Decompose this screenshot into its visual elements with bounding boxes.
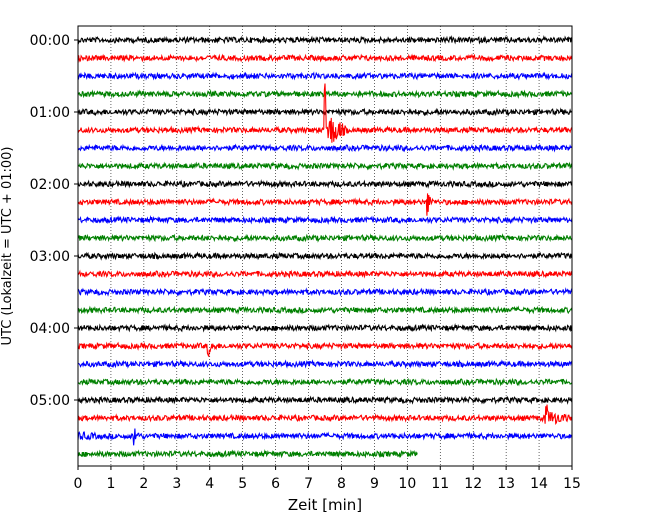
trace-0030 <box>77 71 573 81</box>
trace-0515 <box>77 404 573 426</box>
x-tick-label: 4 <box>205 476 214 492</box>
x-tick-label: 15 <box>563 476 581 492</box>
y-tick-label: 01:00 <box>30 105 70 121</box>
trace-0545 <box>77 449 418 459</box>
y-tick-label: 03:00 <box>30 249 70 265</box>
trace-0100 <box>77 107 573 117</box>
trace-0115 <box>77 83 573 143</box>
y-tick-label: 04:00 <box>30 321 70 337</box>
traces <box>77 34 573 459</box>
trace-0330 <box>77 287 573 297</box>
vertical-grid <box>110 26 540 466</box>
trace-0245 <box>77 233 573 243</box>
trace-0530 <box>77 428 573 446</box>
trace-0145 <box>77 161 573 171</box>
trace-0000 <box>77 34 573 45</box>
x-tick-label: 13 <box>497 476 515 492</box>
x-axis-label: Zeit [min] <box>288 496 362 514</box>
x-tick-label: 9 <box>370 476 379 492</box>
trace-0430 <box>77 359 573 369</box>
x-tick-label: 0 <box>74 476 83 492</box>
trace-0230 <box>77 215 573 225</box>
x-tick-label: 8 <box>337 476 346 492</box>
trace-0400 <box>77 323 573 333</box>
trace-0130 <box>77 143 573 153</box>
trace-0200 <box>77 179 573 189</box>
y-axis: 00:00 01:00 02:00 03:00 04:00 05:00 <box>30 33 78 409</box>
x-tick-label: 7 <box>304 476 313 492</box>
x-tick-label: 10 <box>398 476 416 492</box>
trace-0215 <box>77 193 573 216</box>
x-tick-label: 14 <box>530 476 548 492</box>
y-axis-label: UTC (Lokalzeit = UTC + 01:00) <box>0 147 15 346</box>
trace-0300 <box>77 251 573 261</box>
trace-0315 <box>77 269 573 279</box>
x-tick-label: 3 <box>172 476 181 492</box>
plot-frame <box>77 25 573 467</box>
trace-0015 <box>77 53 573 63</box>
x-tick-label: 12 <box>464 476 482 492</box>
x-tick-label: 11 <box>431 476 449 492</box>
x-tick-label: 6 <box>271 476 280 492</box>
x-tick-label: 1 <box>106 476 115 492</box>
trace-0415 <box>77 341 573 357</box>
y-tick-label: 02:00 <box>30 177 70 193</box>
y-tick-label: 05:00 <box>30 393 70 409</box>
x-tick-label: 2 <box>139 476 148 492</box>
trace-0445 <box>77 377 573 387</box>
y-tick-label: 00:00 <box>30 33 70 49</box>
trace-0500 <box>77 395 573 405</box>
trace-0345 <box>77 305 573 315</box>
x-tick-label: 5 <box>238 476 247 492</box>
x-axis: 0 1 2 3 4 5 6 7 8 9 10 11 12 13 14 15 <box>74 466 581 492</box>
